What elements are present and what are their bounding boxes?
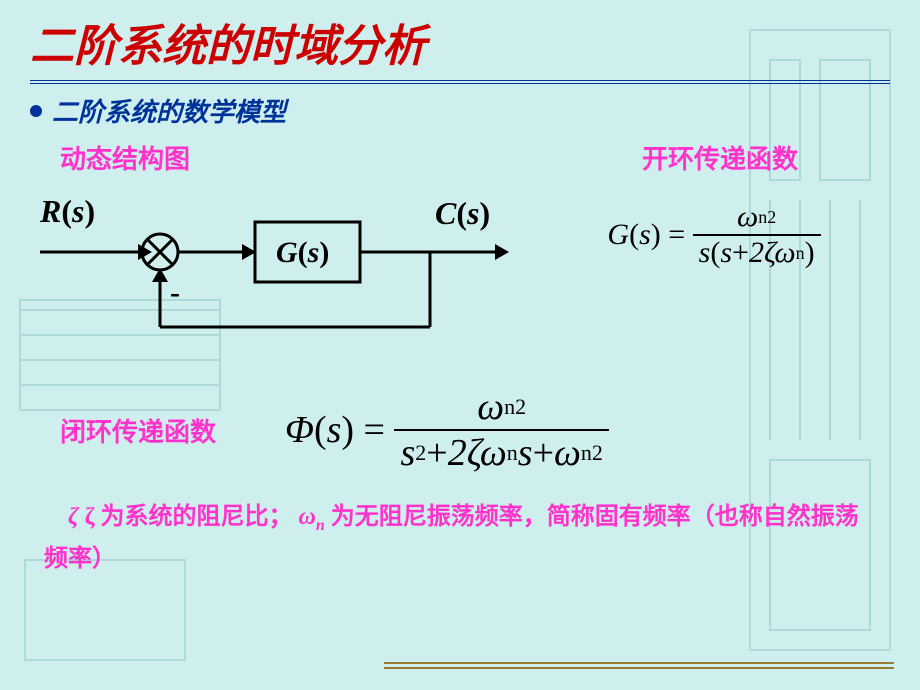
- label-open-loop: 开环传递函数: [642, 145, 798, 174]
- svg-text:-: -: [170, 276, 180, 309]
- page-title: 二阶系统的时域分析: [30, 10, 890, 74]
- label-dynamic-structure: 动态结构图: [60, 145, 190, 174]
- title-underline: [30, 80, 890, 84]
- label-closed-loop: 闭环传递函数: [60, 418, 216, 447]
- svg-text:G(s): G(s): [276, 236, 329, 269]
- svg-text:C(s): C(s): [435, 195, 490, 231]
- footer-note: ζ ζ 为系统的阻尼比； ωn 为无阻尼振荡频率，简称固有频率（也称自然振荡频率…: [30, 497, 890, 580]
- block-diagram: R(s) C(s) G(s) -: [30, 182, 530, 352]
- svg-text:R(s): R(s): [39, 193, 95, 229]
- formula-open-loop: G(s) = ωn2 s(s + 2ζωn): [538, 200, 890, 270]
- formula-closed-loop: Φ(s) = ωn2 s2 + 2ζωns + ωn2: [285, 385, 609, 475]
- bottom-divider: [384, 662, 894, 668]
- subtitle-model: 二阶系统的数学模型: [52, 92, 286, 129]
- bullet-dot: [30, 105, 42, 117]
